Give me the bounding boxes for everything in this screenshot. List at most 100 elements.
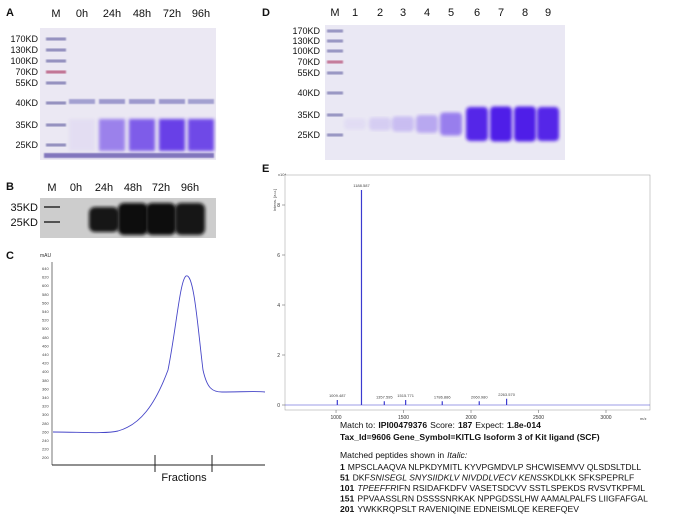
marker-band — [46, 59, 66, 63]
result-line: 1 MPSCLAAQVA NLPKDYMITL KYVPGMDVLP SHCWIS… — [340, 462, 641, 472]
band — [490, 106, 512, 142]
panel-label: C — [6, 250, 14, 262]
y-tick-label: 440 — [42, 352, 49, 357]
marker-label: 170KD — [10, 34, 38, 44]
lane-label: 8 — [522, 7, 528, 19]
text-run: Match to: — [340, 420, 375, 430]
band — [175, 203, 205, 235]
lane-label: 4 — [424, 7, 430, 19]
band — [188, 99, 214, 104]
y-tick-label: 580 — [42, 292, 49, 297]
marker-band — [46, 81, 66, 85]
marker-band — [46, 143, 66, 147]
marker-band — [327, 113, 343, 117]
band — [188, 119, 214, 151]
marker-label: 70KD — [297, 57, 320, 67]
lane-label: 9 — [545, 7, 551, 19]
band — [416, 115, 438, 133]
text-run: TPEEFFR — [357, 483, 396, 493]
lane-label: 5 — [448, 7, 454, 19]
lane-label: 2 — [377, 7, 383, 19]
y-tick-label: 200 — [42, 455, 49, 460]
marker-band — [46, 101, 66, 105]
text-run: 1 — [340, 462, 345, 472]
marker-band — [327, 60, 343, 64]
panel-label: B — [6, 181, 14, 193]
band — [159, 99, 185, 104]
marker-label: 35KD — [10, 202, 38, 214]
band — [466, 107, 488, 141]
text-run: DKF — [353, 473, 370, 483]
result-line: 151 PPVAASSLRN DSSSSNRKAK NPPGDSSLHW AAMA… — [340, 494, 648, 504]
marker-band — [44, 206, 60, 208]
lane-label: M — [330, 7, 339, 19]
band — [44, 153, 214, 158]
marker-band — [327, 133, 343, 137]
y-tick-label: 0 — [277, 403, 280, 409]
marker-label: 130KD — [292, 36, 320, 46]
y-tick-label: 520 — [42, 318, 49, 323]
result-line: 201 YWKKRQPSLT RAVENIQINE EDNEISMLQE KERE… — [340, 504, 579, 514]
marker-band — [327, 91, 343, 95]
text-run: MPSCLAAQVA NLPKDYMITL KYVPGMDVLP SHCWISE… — [348, 462, 642, 472]
lane-label: 3 — [400, 7, 406, 19]
lane-label: 48h — [124, 182, 142, 194]
text-run: IPI00479376 — [378, 420, 427, 430]
band — [99, 119, 125, 151]
y-tick-label: 600 — [42, 283, 49, 288]
lane-label: 24h — [103, 8, 121, 20]
band — [89, 207, 119, 232]
marker-label: 40KD — [15, 98, 38, 108]
marker-label: 25KD — [10, 217, 38, 229]
marker-label: 40KD — [297, 88, 320, 98]
text-run: Score: — [430, 420, 455, 430]
marker-label: 100KD — [292, 46, 320, 56]
marker-band — [46, 37, 66, 41]
panel-label: E — [262, 163, 269, 175]
panel-label: D — [262, 7, 270, 19]
x-tick-label: 1000 — [330, 415, 341, 421]
chromatogram — [51, 262, 266, 472]
lane-label: 96h — [192, 8, 210, 20]
y-tick-label: 640 — [42, 266, 49, 271]
y-scale-label: x10⁴ — [278, 172, 286, 177]
marker-band — [327, 49, 343, 53]
marker-band — [44, 221, 60, 223]
marker-label: 70KD — [15, 67, 38, 77]
band — [344, 118, 366, 130]
band — [146, 203, 176, 235]
band — [369, 117, 391, 131]
lane-label: 72h — [163, 8, 181, 20]
lane-label: M — [51, 8, 60, 20]
y-tick-label: 300 — [42, 412, 49, 417]
marker-band — [327, 71, 343, 75]
band — [159, 119, 185, 151]
y-tick-label: 420 — [42, 361, 49, 366]
band — [514, 106, 536, 142]
text-run: 1.8e-014 — [507, 420, 541, 430]
x-tick-label: 2500 — [533, 415, 544, 421]
marker-label: 35KD — [297, 110, 320, 120]
y-tick-label: 320 — [42, 404, 49, 409]
peak-label: 2263.570 — [498, 392, 515, 397]
band — [69, 99, 95, 104]
peak-label: 1515.771 — [397, 393, 414, 398]
text-run: PPVAASSLRN DSSSSNRKAK NPPGDSSLHW AAMALPA… — [357, 494, 648, 504]
marker-label: 100KD — [10, 56, 38, 66]
x-tick-label: 2000 — [465, 415, 476, 421]
marker-label: 35KD — [15, 120, 38, 130]
band — [440, 112, 462, 136]
lane-label: 72h — [152, 182, 170, 194]
text-run: Expect: — [475, 420, 504, 430]
lane-label: 48h — [133, 8, 151, 20]
peak-label: 1009.487 — [329, 393, 346, 398]
marker-band — [46, 123, 66, 127]
marker-label: 130KD — [10, 45, 38, 55]
peak-label: 2060.980 — [471, 394, 488, 399]
y-tick-label: 480 — [42, 335, 49, 340]
marker-label: 170KD — [292, 26, 320, 36]
band — [392, 116, 414, 132]
y-tick-label: 560 — [42, 300, 49, 305]
peak-label: 1786.886 — [434, 394, 451, 399]
